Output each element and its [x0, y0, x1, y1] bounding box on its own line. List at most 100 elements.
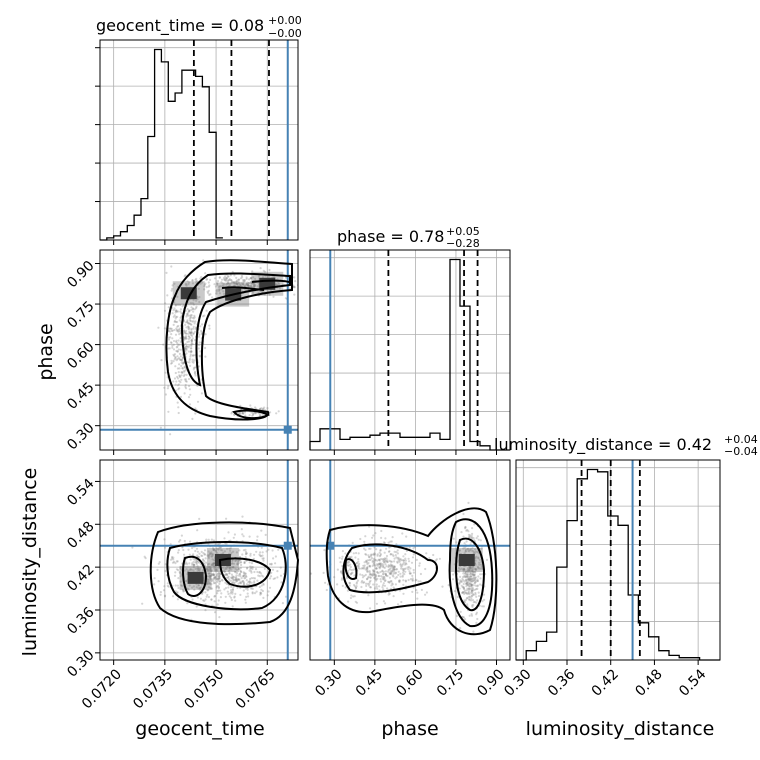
- sample-point: [464, 618, 467, 621]
- sample-point: [292, 286, 295, 289]
- sample-point: [407, 568, 410, 571]
- sample-point: [363, 547, 366, 550]
- sample-point: [233, 284, 236, 287]
- sample-point: [174, 311, 177, 314]
- sample-point: [162, 589, 166, 592]
- sample-point: [208, 324, 211, 327]
- sample-point: [215, 292, 218, 295]
- sample-point: [397, 559, 400, 562]
- sample-point: [167, 338, 171, 341]
- sample-point: [217, 566, 220, 569]
- sample-point: [207, 580, 210, 583]
- sample-point: [235, 579, 238, 582]
- sample-point: [199, 325, 202, 328]
- sample-point: [184, 580, 188, 583]
- sample-point: [218, 289, 221, 293]
- sample-point: [231, 562, 234, 565]
- sample-point: [200, 550, 203, 554]
- sample-point: [464, 526, 467, 529]
- sample-point: [175, 329, 178, 332]
- sample-point: [465, 573, 469, 576]
- sample-point: [378, 555, 381, 558]
- sample-point: [212, 577, 215, 580]
- sample-point: [370, 557, 373, 560]
- sample-point: [349, 596, 352, 600]
- sample-point: [176, 591, 179, 594]
- sample-point: [190, 340, 194, 343]
- title-phase-sup: +0.05: [446, 225, 480, 238]
- sample-point: [210, 573, 213, 577]
- sample-point: [470, 568, 473, 571]
- sample-point: [206, 563, 210, 566]
- sample-point: [263, 270, 267, 273]
- sample-point: [178, 540, 181, 543]
- sample-point: [473, 570, 476, 573]
- sample-point: [185, 561, 188, 564]
- sample-point: [186, 602, 189, 605]
- sample-point: [382, 577, 385, 580]
- sample-point: [223, 550, 226, 553]
- sample-point: [218, 576, 221, 580]
- sample-point: [398, 580, 401, 583]
- sample-point: [218, 582, 221, 586]
- sample-point: [220, 578, 223, 581]
- sample-point: [438, 557, 441, 560]
- sample-point: [225, 277, 229, 280]
- sample-point: [472, 584, 475, 587]
- sample-point: [231, 588, 235, 592]
- sample-point: [212, 573, 215, 577]
- sample-point: [468, 587, 471, 590]
- sample-point: [364, 548, 367, 552]
- sample-point: [188, 562, 191, 565]
- sample-point: [196, 529, 199, 532]
- sample-point: [389, 570, 392, 573]
- sample-point: [354, 556, 357, 559]
- sample-point: [381, 573, 385, 576]
- sample-point: [379, 563, 382, 566]
- sample-point: [181, 358, 184, 361]
- sample-point: [192, 317, 195, 320]
- sample-point: [248, 581, 251, 584]
- sample-point: [376, 571, 379, 574]
- sample-point: [459, 575, 462, 579]
- sample-point: [237, 582, 240, 585]
- sample-point: [467, 530, 470, 533]
- sample-point: [368, 555, 371, 559]
- sample-point: [483, 598, 486, 601]
- sample-point: [471, 604, 474, 607]
- sample-point: [202, 259, 205, 262]
- sample-point: [178, 375, 181, 378]
- sample-point: [184, 337, 187, 340]
- sample-point: [213, 576, 217, 580]
- sample-point: [255, 590, 258, 593]
- sample-point: [171, 595, 175, 598]
- sample-point: [225, 542, 228, 545]
- sample-point: [231, 588, 234, 591]
- sample-point: [386, 560, 389, 564]
- sample-point: [234, 571, 237, 574]
- sample-point: [467, 573, 470, 576]
- sample-point: [216, 282, 219, 285]
- sample-point: [466, 587, 469, 590]
- sample-point: [404, 553, 407, 556]
- sample-point: [245, 283, 248, 286]
- sample-point: [262, 575, 265, 578]
- sample-point: [477, 594, 481, 598]
- sample-point: [183, 330, 186, 334]
- sample-point: [242, 412, 245, 415]
- sample-point: [471, 587, 474, 590]
- sample-point: [231, 560, 234, 563]
- tick-label-y: 0.60: [64, 339, 97, 372]
- sample-point: [477, 591, 480, 594]
- sample-point: [178, 367, 181, 370]
- sample-point: [471, 532, 474, 536]
- sample-point: [166, 582, 169, 585]
- sample-point: [472, 537, 475, 540]
- sample-point: [186, 340, 189, 344]
- sample-point: [346, 564, 349, 567]
- sample-point: [192, 563, 195, 566]
- xlabel-phase: phase: [381, 718, 438, 740]
- sample-point: [186, 563, 189, 566]
- sample-point: [189, 353, 192, 356]
- sample-point: [176, 375, 179, 378]
